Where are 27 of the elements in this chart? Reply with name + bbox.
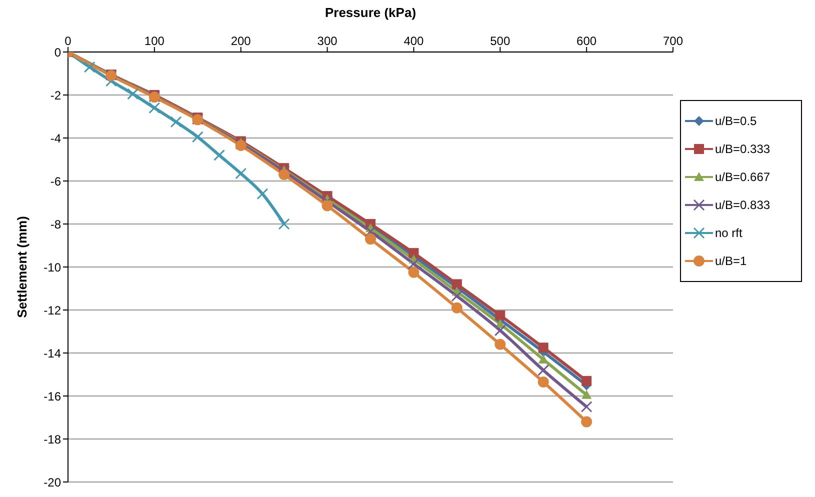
y-tick-label: -16 — [44, 389, 62, 404]
y-tick-label: -10 — [44, 260, 62, 274]
x-tick-label: 300 — [317, 34, 338, 48]
y-tick-label: -2 — [50, 88, 62, 102]
y-tick-label: -14 — [44, 346, 62, 360]
legend-label: u/B=1 — [715, 253, 747, 270]
legend-label: no rft — [715, 225, 742, 242]
y-tick-label: 0 — [54, 45, 62, 60]
y-tick-label: -12 — [44, 303, 62, 318]
x-axis-title: Pressure (kPa) — [324, 5, 416, 20]
y-tick-label: -18 — [44, 432, 62, 446]
x-tick-label: 700 — [662, 34, 684, 48]
x-tick-label: 500 — [490, 34, 510, 48]
y-tick-label: -8 — [50, 217, 62, 232]
legend-label: u/B=0.5 — [715, 113, 757, 130]
y-axis-title: Settlement (mm) — [14, 216, 30, 318]
x-tick-label: 600 — [576, 34, 597, 48]
legend-label: u/B=0.333 — [715, 141, 770, 158]
legend-label: u/B=0.667 — [715, 169, 770, 186]
x-tick-label: 400 — [404, 34, 424, 48]
y-tick-label: -6 — [50, 174, 62, 188]
y-tick-label: -4 — [50, 131, 62, 146]
legend-label: u/B=0.833 — [715, 197, 770, 214]
x-tick-label: 0 — [64, 34, 72, 48]
x-tick-label: 100 — [144, 34, 165, 48]
x-tick-label: 200 — [230, 34, 252, 48]
y-tick-label: -20 — [44, 475, 62, 490]
